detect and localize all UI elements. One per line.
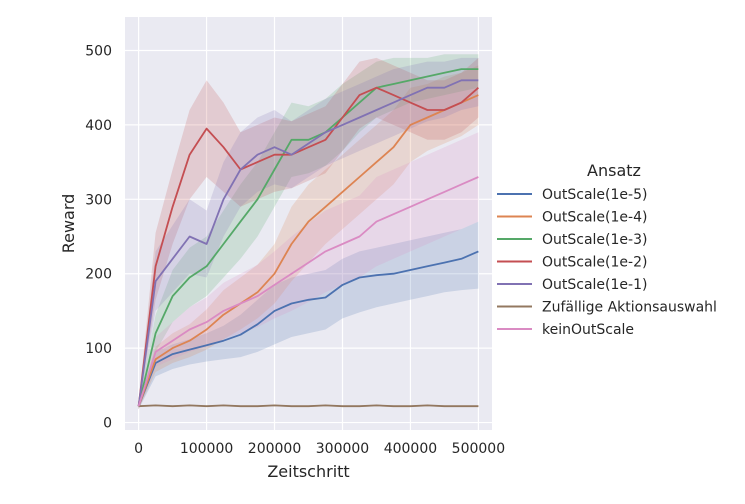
confidence-band	[138, 65, 479, 410]
y-tick-label: 100	[85, 341, 112, 357]
confidence-band	[138, 54, 479, 410]
confidence-band	[138, 132, 479, 410]
x-tick-label: 500000	[452, 441, 505, 457]
y-tick-label: 500	[85, 43, 112, 59]
legend-label: OutScale(1e-1)	[542, 277, 647, 293]
series-line	[138, 404, 479, 408]
legend-label: Zufällige Aktionsauswahl	[542, 300, 717, 316]
legend-label: OutScale(1e-2)	[542, 255, 647, 271]
y-axis-label: Reward	[59, 194, 78, 254]
confidence-band	[138, 221, 479, 410]
series-line	[137, 86, 479, 407]
axis-ticks: 0 100000 200000 300000 400000 500000 0 100 200 30…	[85, 43, 505, 457]
legend-items: OutScale(1e-5) OutScale(1e-4) OutScale(1e-…	[497, 187, 717, 338]
series-line	[137, 250, 479, 407]
confidence-band	[138, 57, 479, 410]
legend-label: OutScale(1e-5)	[542, 187, 647, 203]
legend: Ansatz OutScale(1e-5)OutScale(1e-4)OutSc…	[497, 161, 717, 338]
series-lines	[137, 68, 479, 408]
confidence-bands	[138, 54, 479, 410]
x-axis-label: Zeitschritt	[267, 462, 349, 481]
x-tick-label: 200000	[248, 441, 301, 457]
series-line	[137, 176, 479, 407]
series-line	[137, 94, 479, 407]
y-tick-label: 0	[103, 416, 112, 432]
legend-label: OutScale(1e-3)	[542, 232, 647, 248]
legend-title: Ansatz	[587, 161, 641, 180]
series-line	[137, 79, 479, 407]
grid	[125, 17, 492, 430]
x-tick-label: 0	[134, 441, 143, 457]
plot-area	[125, 17, 492, 430]
legend-label: keinOutScale	[542, 322, 634, 338]
y-tick-label: 200	[85, 267, 112, 283]
legend-label: OutScale(1e-4)	[542, 210, 647, 226]
x-tick-label: 100000	[180, 441, 233, 457]
y-tick-label: 400	[85, 118, 112, 134]
x-tick-label: 400000	[384, 441, 437, 457]
y-tick-label: 300	[85, 192, 112, 208]
series-line	[137, 68, 479, 407]
x-tick-label: 300000	[316, 441, 369, 457]
confidence-band	[138, 57, 479, 410]
